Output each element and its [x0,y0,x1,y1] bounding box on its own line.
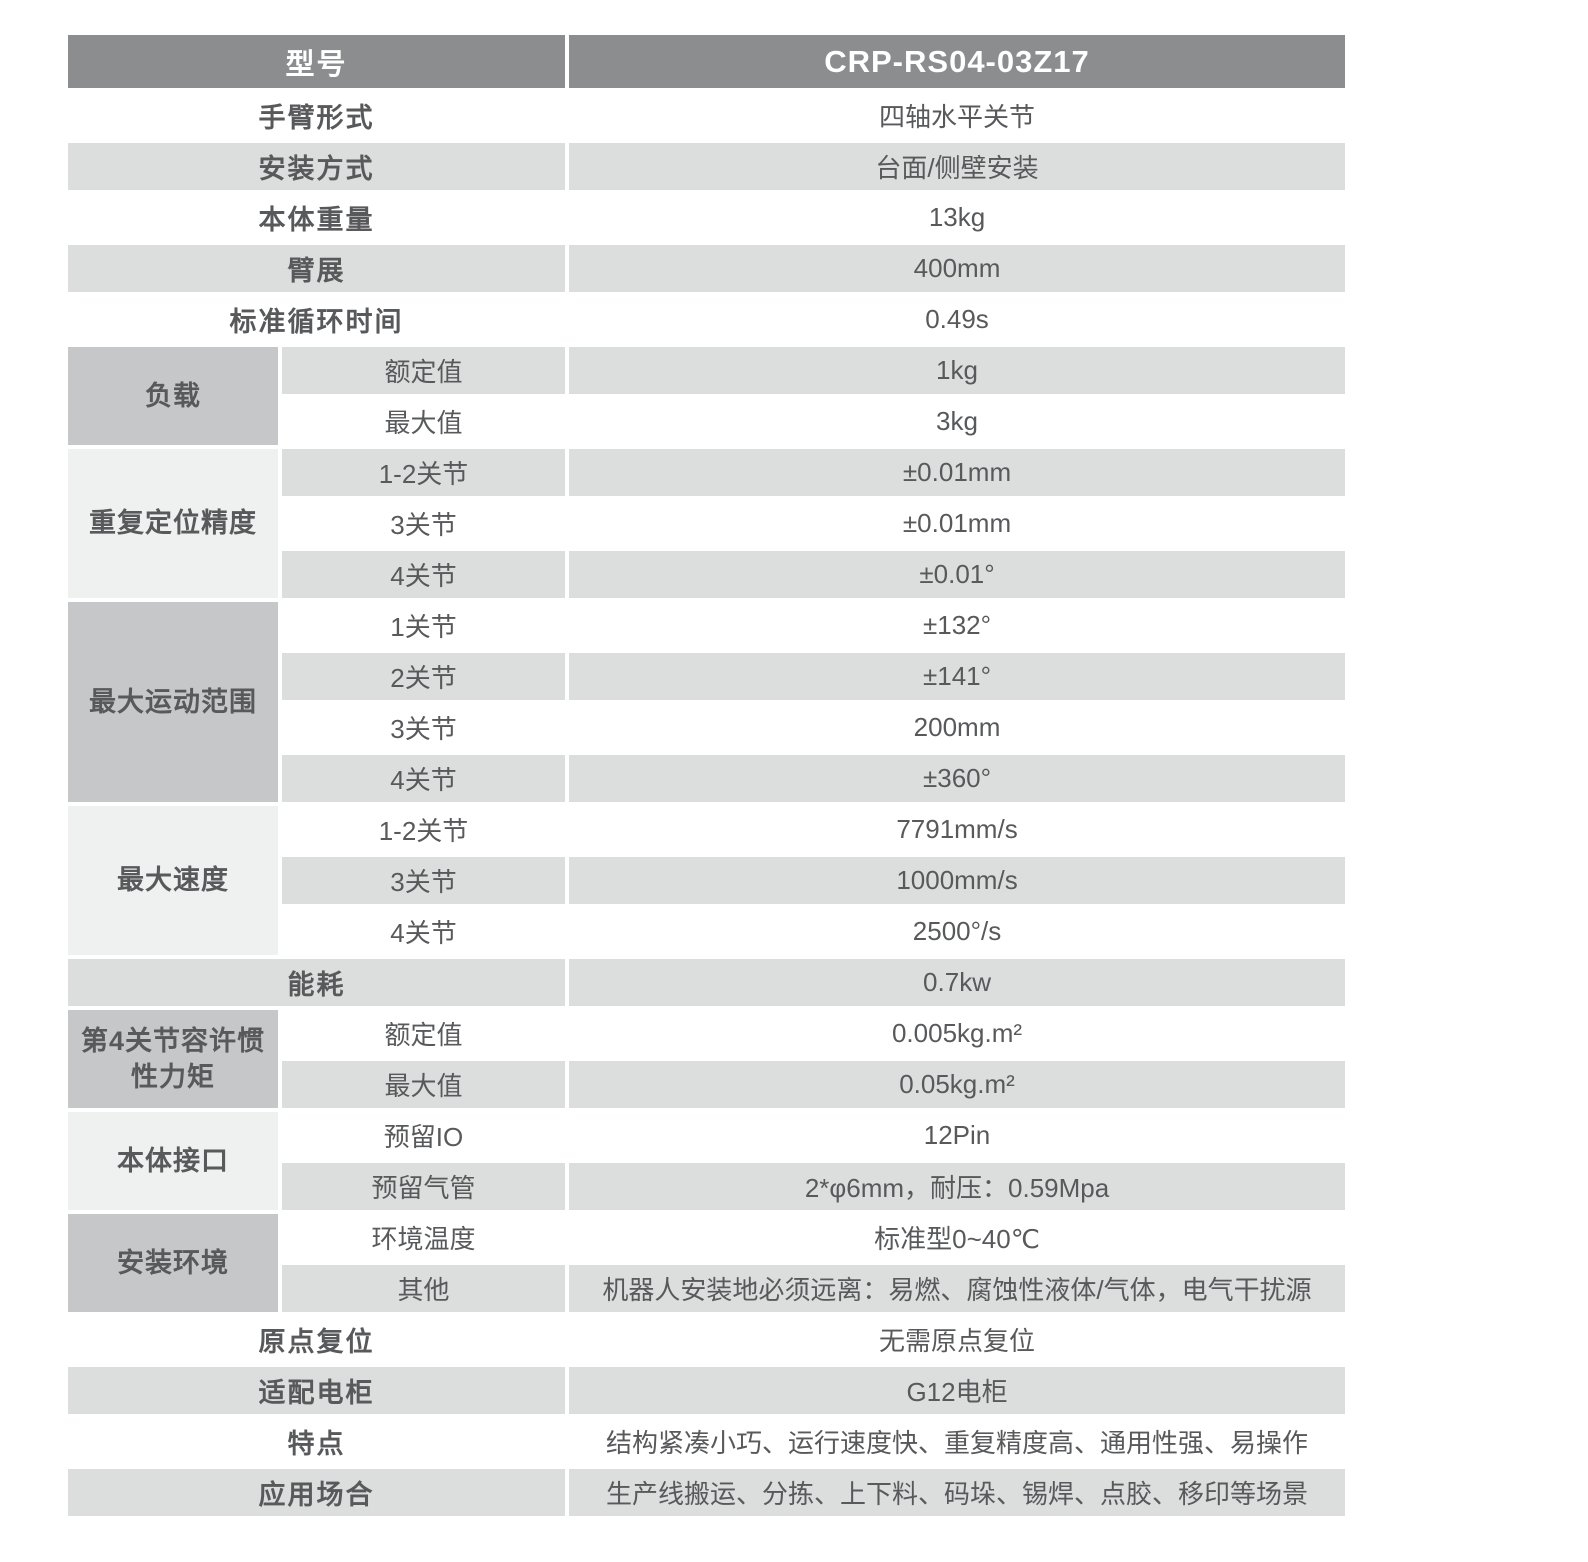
group-label: 安装环境 [66,1212,280,1314]
row-value: ±0.01mm [567,447,1348,498]
row-value: 0.05kg.m² [567,1059,1348,1110]
sub-label: 预留气管 [280,1161,568,1212]
table-row: 本体重量 13kg [66,192,1348,243]
row-value: 0.7kw [567,957,1348,1008]
table-row: 4关节 ±360° [66,753,1348,804]
row-value: 3kg [567,396,1348,447]
group-label: 最大运动范围 [66,600,280,804]
row-value: 机器人安装地必须远离：易燃、腐蚀性液体/气体，电气干扰源 [567,1263,1348,1314]
sub-label: 3关节 [280,702,568,753]
sub-label: 额定值 [280,345,568,396]
table-row: 原点复位 无需原点复位 [66,1314,1348,1365]
table-row: 臂展 400mm [66,243,1348,294]
robot-spec-table: 型号 CRP-RS04-03Z17 手臂形式 四轴水平关节 安装方式 台面/侧壁… [66,33,1348,1518]
group-label: 负载 [66,345,280,447]
table-row: 适配电柜 G12电柜 [66,1365,1348,1416]
row-label: 手臂形式 [66,90,568,141]
table-row: 3关节 ±0.01mm [66,498,1348,549]
table-header-row: 型号 CRP-RS04-03Z17 [66,33,1348,90]
row-value: ±0.01° [567,549,1348,600]
group-label: 本体接口 [66,1110,280,1212]
table-row: 应用场合 生产线搬运、分拣、上下料、码垛、锡焊、点胶、移印等场景 [66,1467,1348,1518]
model-header-value: CRP-RS04-03Z17 [567,33,1348,90]
row-label: 臂展 [66,243,568,294]
table-row: 特点 结构紧凑小巧、运行速度快、重复精度高、通用性强、易操作 [66,1416,1348,1467]
group-label: 重复定位精度 [66,447,280,600]
model-header-label: 型号 [66,33,568,90]
sub-label: 其他 [280,1263,568,1314]
table-row: 安装方式 台面/侧壁安装 [66,141,1348,192]
sub-label: 1-2关节 [280,447,568,498]
sub-label: 环境温度 [280,1212,568,1263]
table-row: 能耗 0.7kw [66,957,1348,1008]
row-value: ±132° [567,600,1348,651]
sub-label: 4关节 [280,906,568,957]
sub-label: 1关节 [280,600,568,651]
table-row: 预留气管 2*φ6mm，耐压：0.59Mpa [66,1161,1348,1212]
table-row: 2关节 ±141° [66,651,1348,702]
row-value: ±360° [567,753,1348,804]
sub-label: 预留IO [280,1110,568,1161]
row-label: 本体重量 [66,192,568,243]
row-value: 0.49s [567,294,1348,345]
table-row: 安装环境 环境温度 标准型0~40℃ [66,1212,1348,1314]
table-row: 3关节 200mm [66,702,1348,753]
row-label: 安装方式 [66,141,568,192]
sub-label: 3关节 [280,498,568,549]
sub-label: 2关节 [280,651,568,702]
table-row: 最大运动范围 1关节 ±132° [66,600,1348,804]
table-row: 3关节 1000mm/s [66,855,1348,906]
table-row: 第4关节容许惯性力矩 额定值 0.005kg.m² [66,1008,1348,1110]
table-row: 本体接口 预留IO 12Pin [66,1110,1348,1212]
row-value: 12Pin [567,1110,1348,1161]
row-value: G12电柜 [567,1365,1348,1416]
row-value: 生产线搬运、分拣、上下料、码垛、锡焊、点胶、移印等场景 [567,1467,1348,1518]
row-label: 能耗 [66,957,568,1008]
row-value: 结构紧凑小巧、运行速度快、重复精度高、通用性强、易操作 [567,1416,1348,1467]
sub-label: 4关节 [280,753,568,804]
table-row: 标准循环时间 0.49s [66,294,1348,345]
row-value: 1kg [567,345,1348,396]
row-value: 2500°/s [567,906,1348,957]
table-row: 手臂形式 四轴水平关节 [66,90,1348,141]
row-value: 台面/侧壁安装 [567,141,1348,192]
table-row: 4关节 2500°/s [66,906,1348,957]
sub-label: 4关节 [280,549,568,600]
table-row: 其他 机器人安装地必须远离：易燃、腐蚀性液体/气体，电气干扰源 [66,1263,1348,1314]
group-label: 最大速度 [66,804,280,957]
row-value: 1000mm/s [567,855,1348,906]
sub-label: 额定值 [280,1008,568,1059]
row-label: 适配电柜 [66,1365,568,1416]
row-value: ±141° [567,651,1348,702]
sub-label: 3关节 [280,855,568,906]
row-value: 2*φ6mm，耐压：0.59Mpa [567,1161,1348,1212]
row-value: 标准型0~40℃ [567,1212,1348,1263]
sub-label: 最大值 [280,1059,568,1110]
sub-label: 最大值 [280,396,568,447]
row-value: 400mm [567,243,1348,294]
row-value: 无需原点复位 [567,1314,1348,1365]
row-value: 四轴水平关节 [567,90,1348,141]
row-value: 7791mm/s [567,804,1348,855]
row-value: 200mm [567,702,1348,753]
row-value: ±0.01mm [567,498,1348,549]
table-row: 最大值 3kg [66,396,1348,447]
group-label: 第4关节容许惯性力矩 [66,1008,280,1110]
sub-label: 1-2关节 [280,804,568,855]
row-label: 原点复位 [66,1314,568,1365]
table-row: 重复定位精度 1-2关节 ±0.01mm [66,447,1348,600]
table-row: 负载 额定值 1kg [66,345,1348,447]
table-row: 4关节 ±0.01° [66,549,1348,600]
table-row: 最大值 0.05kg.m² [66,1059,1348,1110]
row-label: 应用场合 [66,1467,568,1518]
row-label: 特点 [66,1416,568,1467]
row-label: 标准循环时间 [66,294,568,345]
row-value: 0.005kg.m² [567,1008,1348,1059]
table-row: 最大速度 1-2关节 7791mm/s [66,804,1348,957]
row-value: 13kg [567,192,1348,243]
